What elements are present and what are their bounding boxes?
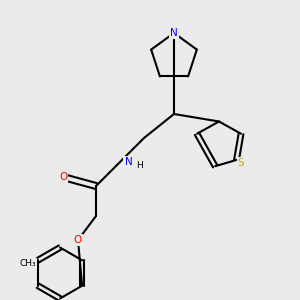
Text: N: N: [170, 28, 178, 38]
Text: H: H: [136, 160, 143, 169]
Text: N: N: [124, 157, 132, 167]
Text: O: O: [59, 172, 67, 182]
Text: S: S: [238, 158, 244, 168]
Text: O: O: [74, 235, 82, 245]
Text: CH₃: CH₃: [19, 259, 36, 268]
